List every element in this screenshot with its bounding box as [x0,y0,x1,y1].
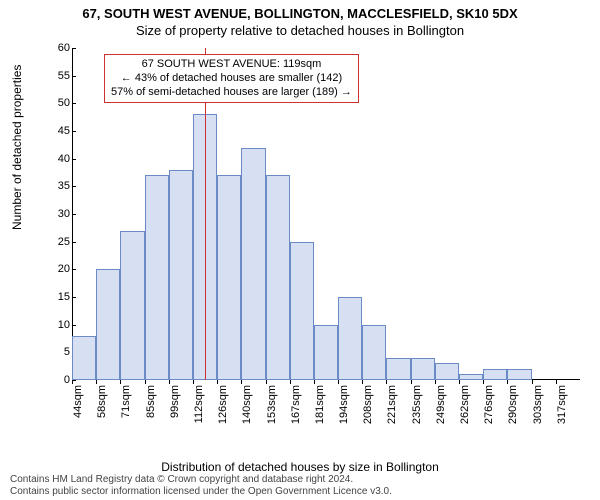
x-axis-label: Distribution of detached houses by size … [0,460,600,474]
info-box-line: 57% of semi-detached houses are larger (… [111,86,352,100]
histogram-bar [145,175,169,380]
histogram-bar [96,269,120,380]
y-tick: 30 [58,208,70,220]
histogram-bar [290,242,314,380]
y-tick: 10 [58,319,70,331]
histogram-bar [435,363,459,380]
histogram-bar [169,170,193,380]
info-box: 67 SOUTH WEST AVENUE: 119sqm← 43% of det… [104,54,359,103]
footer-line-1: Contains HM Land Registry data © Crown c… [10,474,392,486]
y-tick: 55 [58,70,70,82]
info-box-line: 67 SOUTH WEST AVENUE: 119sqm [111,58,352,72]
histogram-bar [386,358,410,380]
footer-line-2: Contains public sector information licen… [10,486,392,498]
histogram-bar [120,231,144,380]
y-tick: 50 [58,97,70,109]
footer: Contains HM Land Registry data © Crown c… [10,474,392,498]
y-tick: 25 [58,236,70,248]
y-tick: 40 [58,153,70,165]
y-tick: 15 [58,291,70,303]
x-axis: 44sqm58sqm71sqm85sqm99sqm112sqm126sqm140… [72,380,580,418]
histogram-bar [483,369,507,380]
y-axis-label: Number of detached properties [10,65,24,230]
page-subtitle: Size of property relative to detached ho… [10,23,590,38]
y-axis: 051015202530354045505560 [50,48,72,380]
y-tick: 45 [58,125,70,137]
histogram-bar [241,148,265,380]
y-tick: 60 [58,42,70,54]
histogram-bar [314,325,338,380]
histogram-bar [72,336,96,380]
histogram-bar [266,175,290,380]
page-title: 67, SOUTH WEST AVENUE, BOLLINGTON, MACCL… [10,6,590,21]
y-tick: 5 [64,346,70,358]
histogram-bar [217,175,241,380]
histogram-bar [507,369,531,380]
histogram-bar [338,297,362,380]
chart-header: 67, SOUTH WEST AVENUE, BOLLINGTON, MACCL… [0,0,600,40]
info-box-line: ← 43% of detached houses are smaller (14… [111,72,352,86]
y-tick: 35 [58,180,70,192]
histogram-bar [411,358,435,380]
plot-region: 67 SOUTH WEST AVENUE: 119sqm← 43% of det… [72,48,580,380]
y-tick: 0 [64,374,70,386]
y-tick: 20 [58,263,70,275]
chart-area: 051015202530354045505560 67 SOUTH WEST A… [50,48,580,418]
histogram-bar [362,325,386,380]
